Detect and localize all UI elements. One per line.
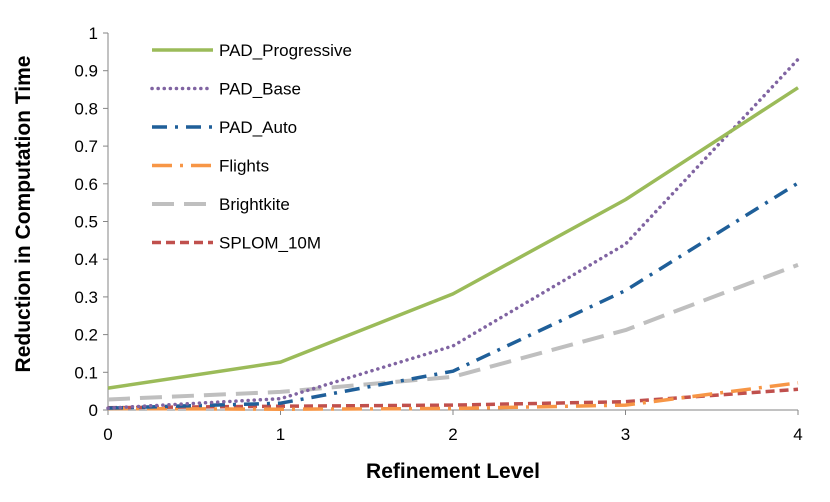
legend-label: PAD_Base xyxy=(219,80,301,99)
x-tick-label: 0 xyxy=(103,425,112,444)
legend-label: PAD_Progressive xyxy=(219,41,352,60)
y-tick-label: 0.2 xyxy=(74,326,98,345)
x-tick-label: 3 xyxy=(621,425,630,444)
y-tick-label: 1 xyxy=(89,24,98,43)
series-line-flights xyxy=(107,381,799,411)
series-line-brightkite xyxy=(107,262,799,402)
y-tick-label: 0.6 xyxy=(74,175,98,194)
x-tick-label: 4 xyxy=(793,425,802,444)
y-tick-label: 0.8 xyxy=(74,99,98,118)
y-tick-label: 0.7 xyxy=(74,137,98,156)
legend-label: Brightkite xyxy=(219,195,290,214)
y-axis-title: Reduction in Computation Time xyxy=(12,56,35,373)
x-tick-label: 1 xyxy=(276,425,285,444)
x-tick-label: 2 xyxy=(448,425,457,444)
y-tick-label: 0.9 xyxy=(74,62,98,81)
legend-label: PAD_Auto xyxy=(219,118,297,137)
y-tick-label: 0.3 xyxy=(74,288,98,307)
series-line-pad-base xyxy=(106,57,800,410)
y-tick-label: 0.5 xyxy=(74,213,98,232)
series-line-pad-auto xyxy=(107,181,799,410)
legend-label: Flights xyxy=(219,157,269,176)
y-tick-label: 0.1 xyxy=(74,363,98,382)
legend-label: SPLOM_10M xyxy=(219,234,321,253)
series-line-pad-progressive xyxy=(107,86,799,390)
y-tick-label: 0 xyxy=(89,401,98,420)
y-tick-label: 0.4 xyxy=(74,250,98,269)
x-axis-title: Refinement Level xyxy=(366,460,540,483)
